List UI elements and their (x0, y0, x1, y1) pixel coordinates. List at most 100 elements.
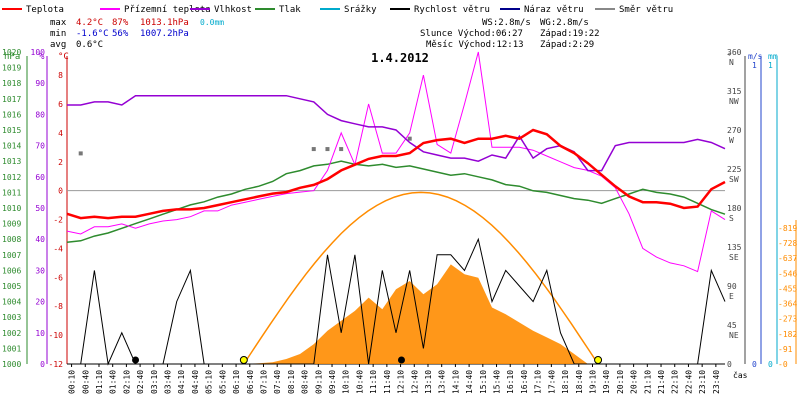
dir-tick-label: 0 (727, 360, 732, 369)
time-tick-label: 02:10 (122, 370, 131, 394)
mm-axis-label: mm (768, 52, 778, 61)
degc-tick-label: -2 (53, 216, 63, 225)
dir-tick-compass: SW (729, 175, 739, 184)
legend-label: Směr větru (619, 5, 673, 15)
moonset-marker (132, 356, 140, 364)
dir-tick-compass: SE (729, 253, 739, 262)
time-tick-label: 18:40 (575, 370, 584, 394)
stat-max-press: 1013.1hPa (140, 18, 189, 28)
time-tick-label: 20:40 (630, 370, 639, 394)
sun-arc (243, 191, 599, 365)
time-tick-label: 04:40 (191, 370, 200, 394)
wind-direction-point (311, 147, 316, 152)
time-tick-label: 21:40 (657, 370, 666, 394)
ms-axis-label: m/s (748, 52, 763, 61)
dir-tick-label: 315 (727, 87, 742, 96)
hpa-tick-label: 1012 (2, 173, 21, 182)
wind-gust-readout: WG:2.8m/s (540, 18, 589, 28)
degc-tick-label: 6 (58, 100, 63, 109)
time-tick-label: 23:10 (698, 370, 707, 394)
hpa-axis-label: hPa (4, 52, 20, 62)
hpa-tick-label: 1008 (2, 235, 21, 244)
dir-axis-label: ° (727, 52, 732, 61)
sunrise-marker (239, 356, 248, 364)
pct-tick-label: 40 (35, 235, 45, 244)
solar-tick-label: -273 (778, 315, 797, 324)
pct-tick-label: 80 (35, 110, 45, 119)
chart-title: 1.4.2012 (371, 51, 429, 65)
stat-max-label: max (50, 18, 67, 28)
temperature-line (66, 128, 726, 220)
time-tick-label: 01:40 (109, 370, 118, 394)
legend: Teplota Přízemní teplota Vlhkost Tlak Srážky… (2, 5, 673, 15)
time-tick-label: 09:10 (314, 370, 323, 394)
time-tick-label: 20:10 (616, 370, 625, 394)
time-tick-label: 08:10 (287, 370, 296, 394)
legend-label: Srážky (344, 5, 377, 15)
stat-min-label: min (50, 29, 66, 39)
legend-label: Vlhkost (214, 5, 252, 15)
stat-min-press: 1007.2hPa (140, 29, 189, 39)
hpa-tick-label: 1005 (2, 282, 21, 291)
solar-tick-label: -0 (778, 360, 788, 369)
dir-tick-compass: S (729, 214, 734, 223)
time-tick-label: 07:40 (273, 370, 282, 394)
pct-tick-label: 10 (35, 329, 45, 338)
pct-tick-label: 90 (35, 79, 45, 88)
time-tick-label: 21:10 (643, 370, 652, 394)
hpa-tick-label: 1000 (2, 360, 21, 369)
stat-min-temp: -1.6°C (76, 29, 109, 39)
pct-tick-label: 100 (31, 48, 46, 57)
hpa-tick-label: 1015 (2, 126, 21, 135)
time-tick-label: 15:40 (493, 370, 502, 394)
time-tick-label: 00:40 (81, 370, 90, 394)
time-tick-label: 06:40 (246, 370, 255, 394)
dir-tick-compass: E (729, 292, 734, 301)
hpa-tick-label: 1020 (2, 48, 21, 57)
sun-rise: Slunce Východ:06:27 (420, 29, 523, 39)
wind-direction-point (78, 151, 83, 156)
time-tick-label: 11:10 (369, 370, 378, 394)
hpa-tick-label: 1014 (2, 142, 21, 151)
solar-tick-label: -728 (778, 239, 797, 248)
time-tick-label: 01:10 (95, 370, 104, 394)
hpa-tick-label: 1016 (2, 110, 21, 119)
stat-max-temp: 4.2°C (76, 18, 103, 28)
time-tick-label: 02:40 (136, 370, 145, 394)
pct-tick-label: 0 (40, 360, 45, 369)
time-tick-label: 03:40 (164, 370, 173, 394)
degc-tick-label: -10 (49, 331, 64, 340)
time-tick-label: 05:40 (218, 370, 227, 394)
time-tick-label: 22:40 (684, 370, 693, 394)
hpa-tick-label: 1002 (2, 329, 21, 338)
time-tick-label: 03:10 (150, 370, 159, 394)
stat-max-hum: 87% (112, 18, 129, 28)
solar-tick-label: -91 (778, 345, 793, 354)
pct-tick-label: 50 (35, 204, 45, 213)
legend-label: Tlak (279, 5, 301, 15)
dir-tick-label: 45 (727, 321, 737, 330)
degc-tick-label: 8 (58, 71, 63, 80)
stat-avg-label: avg (50, 40, 66, 50)
legend-label: Přízemní teplota (124, 5, 211, 15)
hpa-tick-label: 1004 (2, 298, 21, 307)
hpa-tick-label: 1018 (2, 79, 21, 88)
time-tick-label: 05:10 (205, 370, 214, 394)
dir-tick-label: 135 (727, 243, 742, 252)
ms-axis-zero: 0 (752, 360, 757, 369)
pct-tick-label: 60 (35, 173, 45, 182)
wind-speed-readout: WS:2.8m/s (482, 18, 531, 28)
legend-label: Teplota (26, 5, 64, 15)
wind-direction-point (325, 147, 330, 152)
degc-axis-label: °C (58, 52, 69, 62)
degc-tick-label: -6 (53, 273, 63, 282)
solar-tick-label: -364 (778, 300, 797, 309)
time-tick-label: 10:40 (355, 370, 364, 394)
time-tick-label: 11:40 (383, 370, 392, 394)
dir-tick-compass: NW (729, 97, 739, 106)
dir-tick-compass: W (729, 136, 734, 145)
legend-label: Náraz větru (524, 5, 584, 15)
legend-label: Rychlost větru (414, 5, 490, 15)
degc-tick-label: 0 (58, 187, 63, 196)
time-tick-label: 19:10 (588, 370, 597, 394)
